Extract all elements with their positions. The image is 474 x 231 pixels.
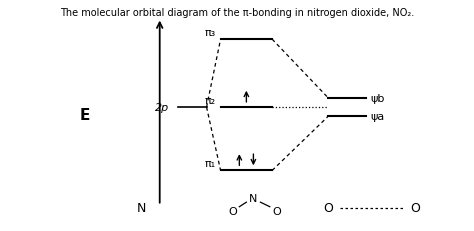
Text: N: N <box>249 193 257 203</box>
Text: O: O <box>410 201 420 214</box>
Text: ψa: ψa <box>371 112 385 122</box>
Text: O: O <box>273 206 281 216</box>
Text: N: N <box>137 201 146 214</box>
Text: π₂: π₂ <box>205 95 216 105</box>
Text: O: O <box>228 206 237 216</box>
Text: π₃: π₃ <box>205 28 216 38</box>
Text: ψb: ψb <box>371 94 385 103</box>
Text: E: E <box>80 108 90 123</box>
Text: The molecular orbital diagram of the π-bonding in nitrogen dioxide, NO₂.: The molecular orbital diagram of the π-b… <box>60 8 414 18</box>
Text: 2p: 2p <box>155 103 169 112</box>
Text: π₁: π₁ <box>205 158 216 168</box>
Text: O: O <box>323 201 333 214</box>
